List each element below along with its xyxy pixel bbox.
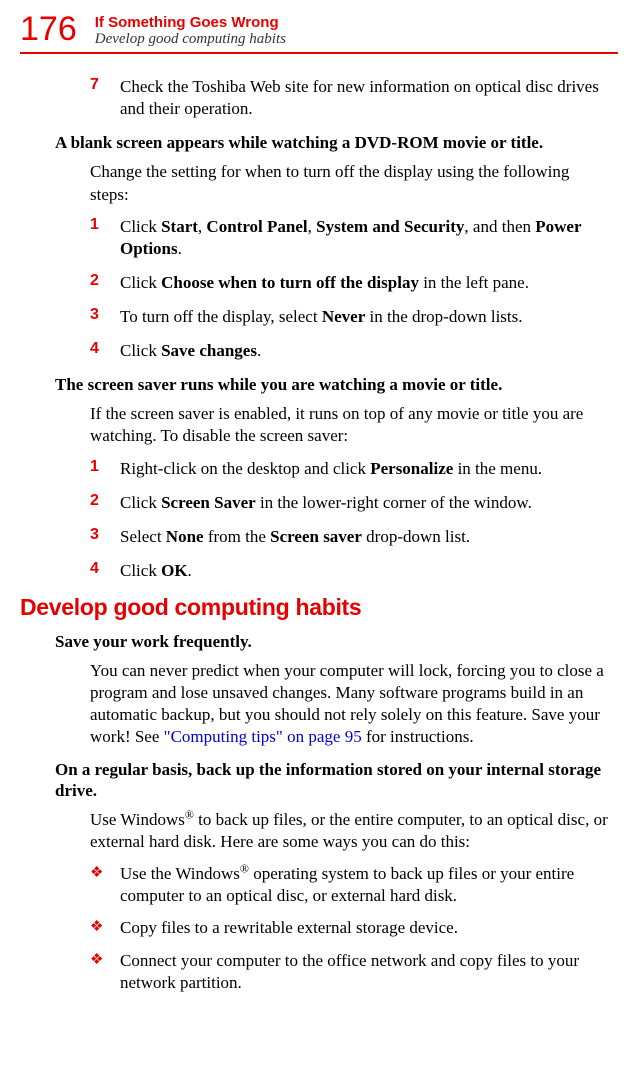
bullet-item: ❖ Connect your computer to the office ne… (90, 950, 608, 994)
step-number: 4 (90, 560, 120, 582)
step-number: 2 (90, 492, 120, 514)
bullet-item: ❖ Use the Windows® operating system to b… (90, 863, 608, 907)
step-text: Click Choose when to turn off the displa… (120, 272, 529, 294)
header-text-block: If Something Goes Wrong Develop good com… (95, 14, 286, 48)
step-3: 3 To turn off the display, select Never … (90, 306, 608, 328)
bullet-icon: ❖ (90, 863, 120, 907)
step-text: To turn off the display, select Never in… (120, 306, 523, 328)
step-4: 4 Click OK. (90, 560, 608, 582)
step-number: 1 (90, 216, 120, 260)
step-text: Right-click on the desktop and click Per… (120, 458, 542, 480)
subheading-blank-screen: A blank screen appears while watching a … (55, 132, 608, 153)
step-text: Check the Toshiba Web site for new infor… (120, 76, 608, 120)
section-heading-develop: Develop good computing habits (20, 594, 608, 621)
paragraph: Use Windows® to back up files, or the en… (90, 809, 608, 853)
registered-mark: ® (240, 862, 249, 876)
bullet-item: ❖ Copy files to a rewritable external st… (90, 917, 608, 939)
step-number: 7 (90, 76, 120, 120)
step-number: 2 (90, 272, 120, 294)
bullet-text: Copy files to a rewritable external stor… (120, 917, 458, 939)
bullet-icon: ❖ (90, 950, 120, 994)
intro-text: Change the setting for when to turn off … (90, 161, 608, 205)
step-text: Click Save changes. (120, 340, 261, 362)
subheading-backup: On a regular basis, back up the informat… (55, 759, 608, 802)
header-subtitle: Develop good computing habits (95, 31, 286, 48)
step-2: 2 Click Choose when to turn off the disp… (90, 272, 608, 294)
registered-mark: ® (185, 807, 194, 821)
cross-reference-link[interactable]: "Computing tips" on page 95 (164, 727, 362, 746)
step-text: Click Screen Saver in the lower-right co… (120, 492, 532, 514)
subheading-screen-saver: The screen saver runs while you are watc… (55, 374, 608, 395)
page-header: 176 If Something Goes Wrong Develop good… (20, 12, 618, 48)
paragraph: You can never predict when your computer… (90, 660, 608, 748)
step-7: 7 Check the Toshiba Web site for new inf… (90, 76, 608, 120)
step-4: 4 Click Save changes. (90, 340, 608, 362)
content-area: 7 Check the Toshiba Web site for new inf… (20, 76, 618, 994)
header-title: If Something Goes Wrong (95, 14, 286, 31)
step-text: Select None from the Screen saver drop-d… (120, 526, 470, 548)
step-1: 1 Click Start, Control Panel, System and… (90, 216, 608, 260)
step-number: 1 (90, 458, 120, 480)
step-2: 2 Click Screen Saver in the lower-right … (90, 492, 608, 514)
step-text: Click OK. (120, 560, 192, 582)
subheading-save-work: Save your work frequently. (55, 631, 608, 652)
step-1: 1 Right-click on the desktop and click P… (90, 458, 608, 480)
step-number: 4 (90, 340, 120, 362)
intro-text: If the screen saver is enabled, it runs … (90, 403, 608, 447)
bullet-text: Use the Windows® operating system to bac… (120, 863, 608, 907)
page-number: 176 (20, 12, 77, 46)
step-number: 3 (90, 306, 120, 328)
header-rule (20, 52, 618, 54)
step-number: 3 (90, 526, 120, 548)
step-text: Click Start, Control Panel, System and S… (120, 216, 608, 260)
step-3: 3 Select None from the Screen saver drop… (90, 526, 608, 548)
bullet-icon: ❖ (90, 917, 120, 939)
bullet-text: Connect your computer to the office netw… (120, 950, 608, 994)
